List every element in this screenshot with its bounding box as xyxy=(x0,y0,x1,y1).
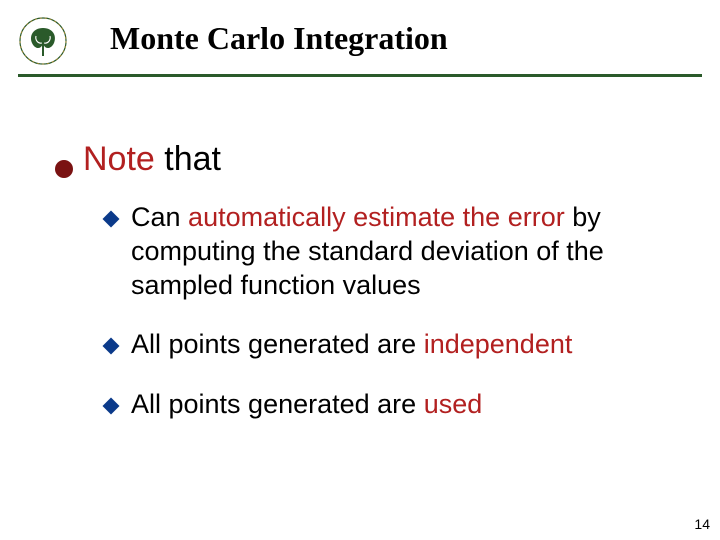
bullet-level2: Can automatically estimate the error by … xyxy=(105,201,675,302)
bullet-level1-highlight: Note xyxy=(83,140,155,178)
title-rule xyxy=(18,74,702,77)
highlight-text: automatically estimate the error xyxy=(188,202,565,232)
bullet-level1-rest: that xyxy=(155,140,221,178)
plain-text: All points generated are xyxy=(131,329,424,359)
header: Monte Carlo Integration xyxy=(0,10,720,75)
bullet-level2: All points generated are independent xyxy=(105,328,675,362)
bullet-level2: All points generated are used xyxy=(105,388,675,422)
bullet-level2-list: Can automatically estimate the error by … xyxy=(55,201,675,422)
highlight-text: used xyxy=(424,389,483,419)
bullet-level2-text: All points generated are independent xyxy=(131,328,572,362)
diamond-bullet-icon xyxy=(103,398,120,415)
disc-bullet-icon xyxy=(55,160,73,178)
plain-text: All points generated are xyxy=(131,389,424,419)
slide: Monte Carlo Integration Note that Can au… xyxy=(0,0,720,540)
bullet-level2-text: All points generated are used xyxy=(131,388,482,422)
highlight-text: independent xyxy=(424,329,573,359)
institution-logo xyxy=(18,16,68,66)
bullet-level2-text: Can automatically estimate the error by … xyxy=(131,201,675,302)
plain-text: Can xyxy=(131,202,188,232)
bullet-level1-text: Note that xyxy=(83,140,221,179)
slide-title: Monte Carlo Integration xyxy=(110,20,448,57)
diamond-bullet-icon xyxy=(103,211,120,228)
page-number: 14 xyxy=(694,516,710,532)
bullet-level1: Note that xyxy=(55,140,675,179)
diamond-bullet-icon xyxy=(103,338,120,355)
slide-body: Note that Can automatically estimate the… xyxy=(55,140,675,448)
